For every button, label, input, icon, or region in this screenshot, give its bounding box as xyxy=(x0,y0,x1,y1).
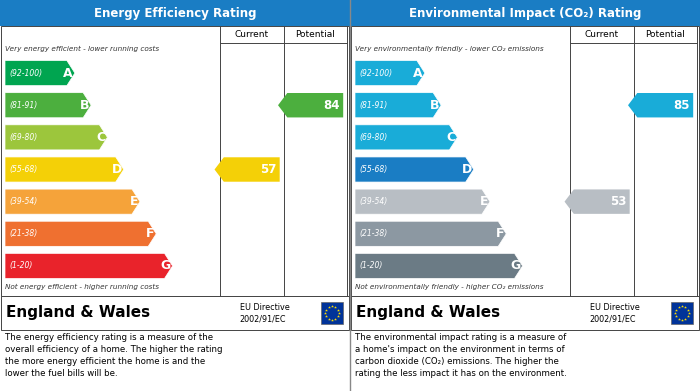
Text: (1-20): (1-20) xyxy=(9,262,32,271)
Text: E: E xyxy=(480,195,488,208)
Text: G: G xyxy=(160,260,171,273)
Text: A: A xyxy=(413,66,423,80)
Polygon shape xyxy=(355,93,441,118)
Text: EU Directive
2002/91/EC: EU Directive 2002/91/EC xyxy=(589,303,640,323)
Text: B: B xyxy=(430,99,439,112)
Text: Potential: Potential xyxy=(645,30,685,39)
Text: Current: Current xyxy=(584,30,619,39)
Bar xyxy=(321,302,343,324)
Text: D: D xyxy=(111,163,122,176)
Bar xyxy=(351,296,699,330)
Polygon shape xyxy=(564,189,630,214)
Text: (81-91): (81-91) xyxy=(359,101,387,110)
Bar xyxy=(671,302,693,324)
Text: (92-100): (92-100) xyxy=(359,68,392,77)
Bar xyxy=(1,296,349,330)
Polygon shape xyxy=(5,157,124,182)
Polygon shape xyxy=(355,221,506,246)
Polygon shape xyxy=(355,157,474,182)
Text: B: B xyxy=(80,99,89,112)
Text: A: A xyxy=(63,66,73,80)
Text: F: F xyxy=(496,227,504,240)
Polygon shape xyxy=(278,93,343,117)
Text: 85: 85 xyxy=(673,99,690,112)
Text: England & Wales: England & Wales xyxy=(6,305,150,321)
Text: Not environmentally friendly - higher CO₂ emissions: Not environmentally friendly - higher CO… xyxy=(355,284,543,290)
Text: (69-80): (69-80) xyxy=(9,133,37,142)
Polygon shape xyxy=(5,221,156,246)
Text: Potential: Potential xyxy=(295,30,335,39)
Polygon shape xyxy=(355,189,490,214)
Text: (1-20): (1-20) xyxy=(359,262,382,271)
Text: (55-68): (55-68) xyxy=(9,165,37,174)
Bar xyxy=(0,0,350,26)
Text: 57: 57 xyxy=(260,163,276,176)
Polygon shape xyxy=(214,157,280,182)
Text: (21-38): (21-38) xyxy=(9,229,37,238)
Text: 53: 53 xyxy=(610,195,626,208)
Text: (92-100): (92-100) xyxy=(9,68,42,77)
Polygon shape xyxy=(5,125,107,150)
Bar xyxy=(350,0,700,26)
Polygon shape xyxy=(5,61,75,86)
Text: Current: Current xyxy=(234,30,269,39)
Text: C: C xyxy=(447,131,456,144)
Text: Very energy efficient - lower running costs: Very energy efficient - lower running co… xyxy=(5,46,159,52)
Polygon shape xyxy=(355,125,457,150)
Text: EU Directive
2002/91/EC: EU Directive 2002/91/EC xyxy=(239,303,290,323)
Text: 84: 84 xyxy=(323,99,340,112)
Text: The energy efficiency rating is a measure of the
overall efficiency of a home. T: The energy efficiency rating is a measur… xyxy=(5,333,223,378)
Text: (81-91): (81-91) xyxy=(9,101,37,110)
Polygon shape xyxy=(355,253,522,278)
Text: (21-38): (21-38) xyxy=(359,229,387,238)
Text: F: F xyxy=(146,227,154,240)
Text: (69-80): (69-80) xyxy=(359,133,387,142)
Text: (39-54): (39-54) xyxy=(9,197,37,206)
Polygon shape xyxy=(5,253,172,278)
Text: Energy Efficiency Rating: Energy Efficiency Rating xyxy=(94,7,256,20)
Text: E: E xyxy=(130,195,138,208)
Text: The environmental impact rating is a measure of
a home's impact on the environme: The environmental impact rating is a mea… xyxy=(355,333,567,378)
Text: D: D xyxy=(461,163,472,176)
Text: (39-54): (39-54) xyxy=(359,197,387,206)
Polygon shape xyxy=(5,189,140,214)
Polygon shape xyxy=(355,61,425,86)
Bar xyxy=(351,26,699,296)
Text: (55-68): (55-68) xyxy=(359,165,387,174)
Text: Very environmentally friendly - lower CO₂ emissions: Very environmentally friendly - lower CO… xyxy=(355,46,544,52)
Polygon shape xyxy=(628,93,693,117)
Text: G: G xyxy=(510,260,521,273)
Text: England & Wales: England & Wales xyxy=(356,305,500,321)
Bar xyxy=(1,26,349,296)
Polygon shape xyxy=(5,93,91,118)
Text: C: C xyxy=(97,131,106,144)
Text: Environmental Impact (CO₂) Rating: Environmental Impact (CO₂) Rating xyxy=(409,7,641,20)
Text: Not energy efficient - higher running costs: Not energy efficient - higher running co… xyxy=(5,284,159,290)
